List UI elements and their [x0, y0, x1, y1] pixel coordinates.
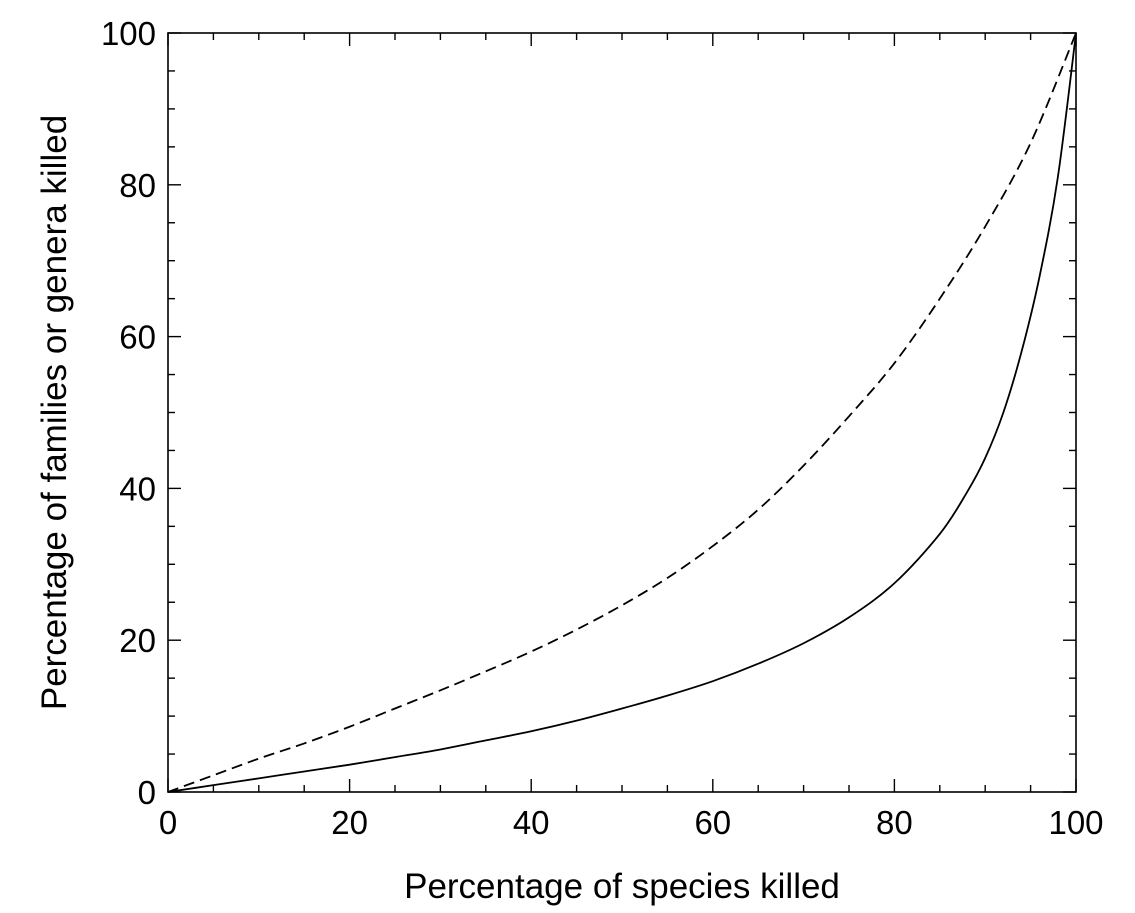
y-tick-label: 20 — [119, 622, 156, 659]
y-tick-label: 100 — [101, 15, 156, 52]
y-tick-label: 40 — [119, 470, 156, 507]
y-tick-label: 80 — [119, 167, 156, 204]
series-group — [167, 32, 1077, 793]
x-tick-label: 100 — [1048, 804, 1103, 841]
x-axis-label: Percentage of species killed — [404, 867, 840, 906]
x-tick-label: 0 — [159, 804, 177, 841]
plot-area — [167, 32, 1077, 793]
solid-series-line — [167, 32, 1077, 793]
y-tick-label: 0 — [138, 774, 156, 811]
axis-ticks — [167, 32, 1077, 793]
y-tick-label: 60 — [119, 319, 156, 356]
x-tick-label: 40 — [513, 804, 550, 841]
x-tick-label: 80 — [876, 804, 913, 841]
tick-labels: 0 20 40 60 80 100 0 20 40 60 80 100 — [101, 15, 1104, 841]
x-tick-label: 20 — [331, 804, 368, 841]
x-tick-label: 60 — [694, 804, 731, 841]
dashed-series-line — [167, 32, 1077, 793]
plot-frame — [167, 32, 1077, 793]
y-axis-label: Percentage of families or genera killed — [35, 115, 74, 710]
